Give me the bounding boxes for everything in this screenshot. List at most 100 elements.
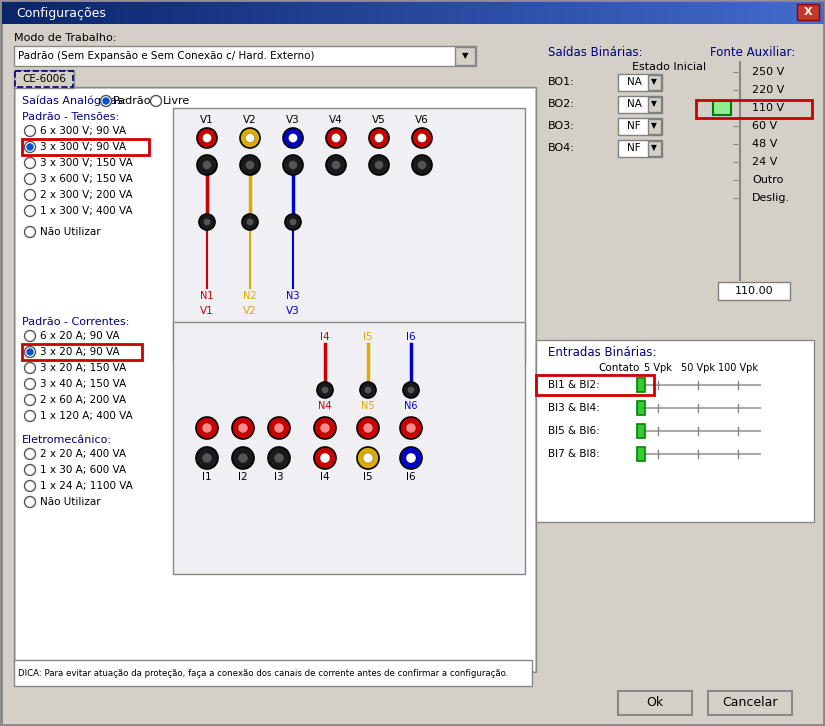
Text: NA: NA	[627, 99, 642, 109]
FancyBboxPatch shape	[555, 2, 557, 24]
Text: 2 x 60 A; 200 VA: 2 x 60 A; 200 VA	[40, 395, 126, 405]
Circle shape	[400, 417, 422, 439]
FancyBboxPatch shape	[729, 2, 730, 24]
FancyBboxPatch shape	[683, 2, 685, 24]
FancyBboxPatch shape	[279, 2, 280, 24]
FancyBboxPatch shape	[648, 75, 661, 90]
FancyBboxPatch shape	[648, 119, 661, 134]
FancyBboxPatch shape	[483, 2, 484, 24]
FancyBboxPatch shape	[733, 2, 734, 24]
FancyBboxPatch shape	[72, 2, 73, 24]
FancyBboxPatch shape	[173, 322, 525, 574]
FancyBboxPatch shape	[125, 2, 126, 24]
FancyBboxPatch shape	[586, 2, 587, 24]
FancyBboxPatch shape	[24, 2, 26, 24]
FancyBboxPatch shape	[291, 2, 293, 24]
FancyBboxPatch shape	[694, 2, 695, 24]
FancyBboxPatch shape	[363, 2, 365, 24]
FancyBboxPatch shape	[127, 2, 129, 24]
FancyBboxPatch shape	[404, 2, 406, 24]
FancyBboxPatch shape	[121, 2, 122, 24]
FancyBboxPatch shape	[14, 87, 536, 672]
FancyBboxPatch shape	[290, 2, 291, 24]
FancyBboxPatch shape	[673, 2, 675, 24]
Circle shape	[202, 134, 211, 142]
FancyBboxPatch shape	[668, 2, 670, 24]
Circle shape	[242, 214, 258, 230]
FancyBboxPatch shape	[511, 2, 512, 24]
FancyBboxPatch shape	[269, 2, 271, 24]
FancyBboxPatch shape	[581, 2, 582, 24]
FancyBboxPatch shape	[497, 2, 498, 24]
FancyBboxPatch shape	[724, 2, 725, 24]
FancyBboxPatch shape	[235, 2, 237, 24]
FancyBboxPatch shape	[541, 2, 543, 24]
Text: Cancelar: Cancelar	[722, 696, 778, 709]
Circle shape	[25, 378, 35, 390]
FancyBboxPatch shape	[180, 2, 182, 24]
Circle shape	[101, 96, 111, 107]
FancyBboxPatch shape	[221, 2, 223, 24]
FancyBboxPatch shape	[43, 2, 45, 24]
FancyBboxPatch shape	[78, 2, 79, 24]
FancyBboxPatch shape	[411, 2, 412, 24]
FancyBboxPatch shape	[44, 2, 45, 24]
Circle shape	[204, 219, 210, 226]
Text: I5: I5	[363, 332, 373, 342]
FancyBboxPatch shape	[309, 2, 310, 24]
FancyBboxPatch shape	[580, 2, 582, 24]
FancyBboxPatch shape	[479, 2, 480, 24]
FancyBboxPatch shape	[441, 2, 442, 24]
FancyBboxPatch shape	[425, 2, 427, 24]
FancyBboxPatch shape	[15, 2, 16, 24]
FancyBboxPatch shape	[151, 2, 153, 24]
FancyBboxPatch shape	[552, 2, 554, 24]
FancyBboxPatch shape	[77, 2, 78, 24]
FancyBboxPatch shape	[189, 2, 191, 24]
FancyBboxPatch shape	[499, 2, 501, 24]
FancyBboxPatch shape	[317, 2, 318, 24]
Text: Livre: Livre	[163, 96, 191, 106]
FancyBboxPatch shape	[315, 2, 317, 24]
FancyBboxPatch shape	[646, 2, 648, 24]
Circle shape	[25, 189, 35, 200]
Text: 220 V: 220 V	[752, 85, 785, 95]
FancyBboxPatch shape	[451, 2, 452, 24]
FancyBboxPatch shape	[468, 2, 469, 24]
FancyBboxPatch shape	[728, 2, 729, 24]
FancyBboxPatch shape	[341, 2, 342, 24]
FancyBboxPatch shape	[715, 2, 716, 24]
Circle shape	[289, 160, 298, 169]
FancyBboxPatch shape	[524, 2, 526, 24]
FancyBboxPatch shape	[256, 2, 257, 24]
FancyBboxPatch shape	[814, 2, 815, 24]
FancyBboxPatch shape	[73, 2, 74, 24]
FancyBboxPatch shape	[488, 2, 489, 24]
FancyBboxPatch shape	[545, 2, 546, 24]
FancyBboxPatch shape	[498, 2, 499, 24]
FancyBboxPatch shape	[263, 2, 265, 24]
FancyBboxPatch shape	[592, 2, 593, 24]
Text: 1 x 30 A; 600 VA: 1 x 30 A; 600 VA	[40, 465, 126, 475]
FancyBboxPatch shape	[91, 2, 92, 24]
FancyBboxPatch shape	[692, 2, 694, 24]
FancyBboxPatch shape	[568, 2, 569, 24]
FancyBboxPatch shape	[612, 2, 614, 24]
FancyBboxPatch shape	[678, 2, 680, 24]
FancyBboxPatch shape	[14, 660, 532, 686]
FancyBboxPatch shape	[10, 2, 12, 24]
FancyBboxPatch shape	[505, 2, 507, 24]
FancyBboxPatch shape	[410, 2, 412, 24]
FancyBboxPatch shape	[459, 2, 460, 24]
FancyBboxPatch shape	[62, 2, 64, 24]
FancyBboxPatch shape	[385, 2, 386, 24]
FancyBboxPatch shape	[368, 2, 370, 24]
FancyBboxPatch shape	[611, 2, 612, 24]
FancyBboxPatch shape	[168, 2, 169, 24]
FancyBboxPatch shape	[367, 2, 369, 24]
FancyBboxPatch shape	[382, 2, 384, 24]
FancyBboxPatch shape	[348, 2, 350, 24]
FancyBboxPatch shape	[171, 2, 172, 24]
FancyBboxPatch shape	[604, 2, 606, 24]
FancyBboxPatch shape	[196, 2, 197, 24]
